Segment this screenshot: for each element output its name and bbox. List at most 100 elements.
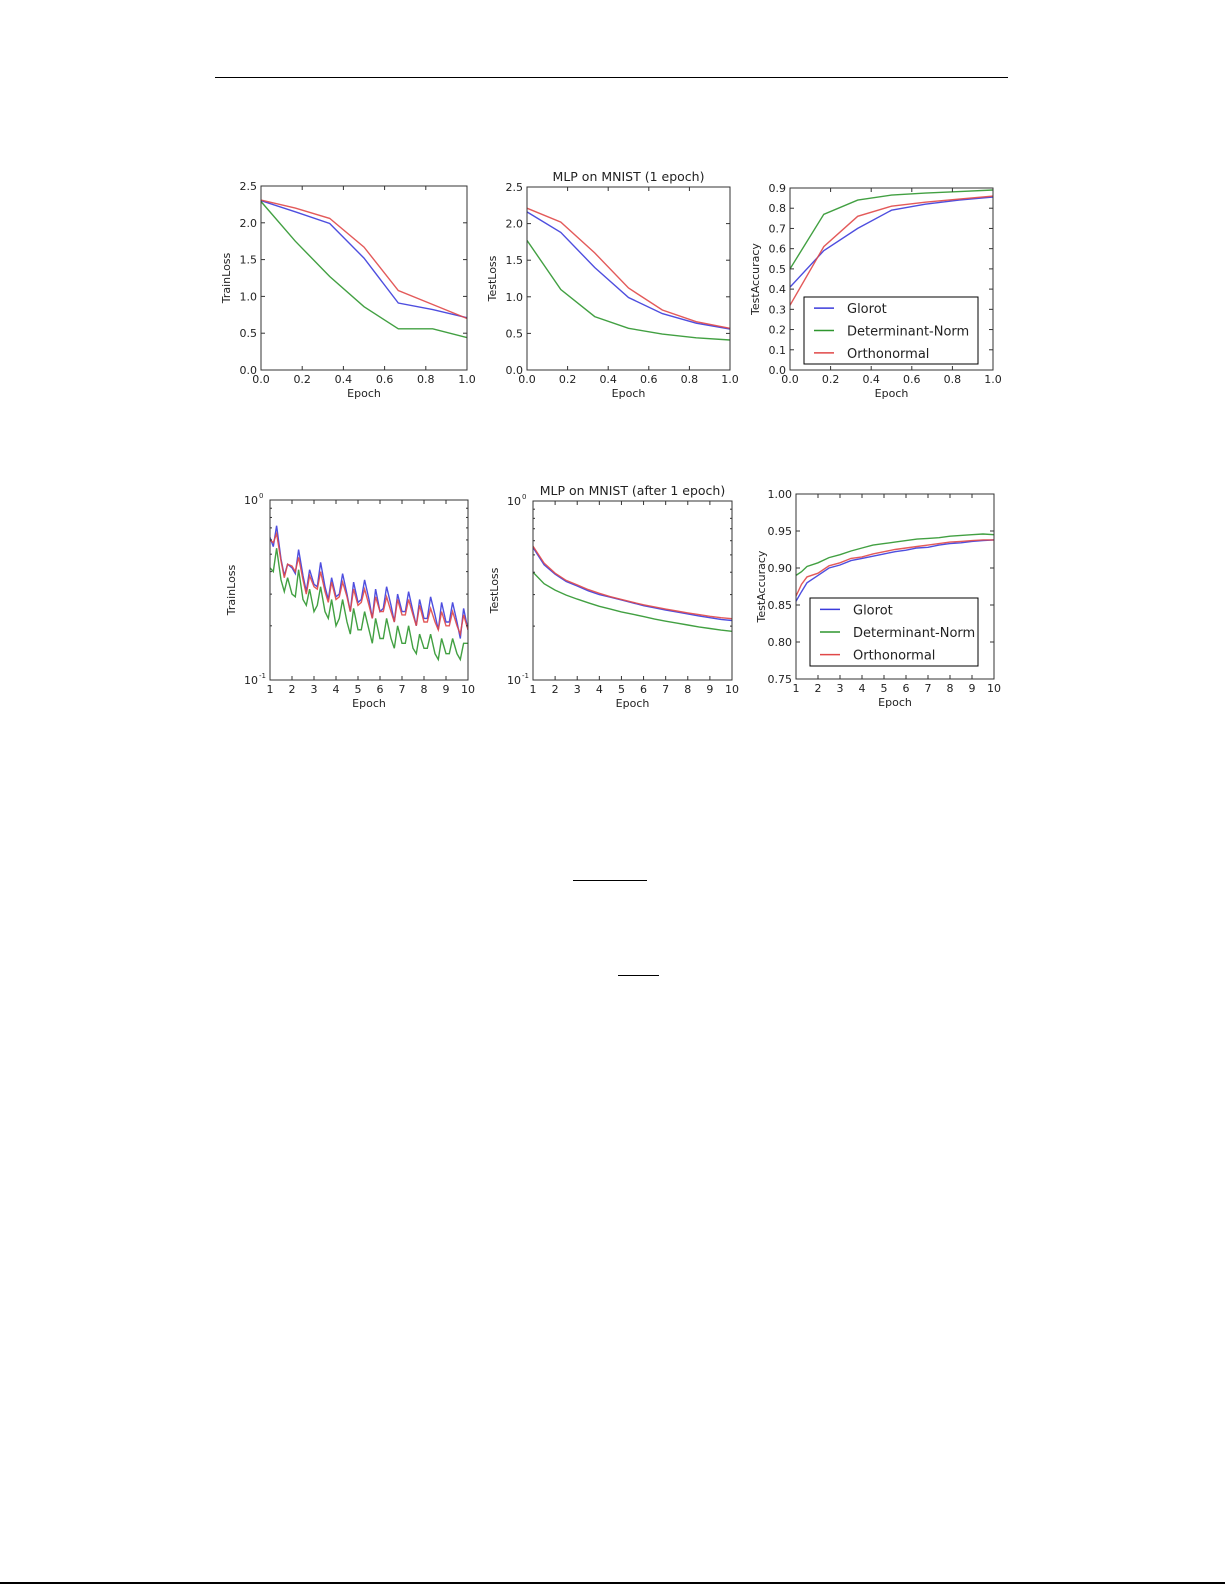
y-tick-label: 1.0 [240, 290, 258, 303]
x-tick-label: 0.4 [335, 373, 353, 386]
y-tick-label: 10 [244, 494, 258, 507]
legend-label: Orthonormal [853, 649, 935, 664]
chart-bottom-right: 1 2 3 4 5 6 7 8 9 10 0.75 0.80 0.85 0.90 0.95 1.00 Epoch… [755, 488, 1001, 709]
y-tick-label: 2.5 [240, 180, 258, 193]
x-tick-label: 0.6 [376, 373, 394, 386]
x-tick-label: 5 [881, 682, 888, 695]
series-orthonormal [790, 195, 993, 306]
chart-title: MLP on MNIST (1 epoch) [553, 169, 705, 184]
series-glorot [533, 547, 732, 622]
legend: Glorot Determinant-Norm Orthonormal [803, 296, 979, 365]
y-tick-label: 0.0 [506, 364, 524, 377]
plot-frame [260, 185, 468, 371]
y-tick-label: 0.0 [769, 364, 787, 377]
legend-label: Orthonormal [847, 347, 929, 362]
x-tick-label: 0.0 [252, 373, 270, 386]
x-tick-label: 9 [443, 683, 450, 696]
chart-top-middle: 0.0 0.2 0.4 0.6 0.8 1.0 0.0 0.5 1.0 1.5 2.0 2.5 Epoc… [486, 169, 739, 400]
y-tick-label: 0.6 [769, 243, 787, 256]
chart-title: MLP on MNIST (after 1 epoch) [540, 483, 725, 498]
legend-label: Determinant-Norm [853, 626, 975, 641]
series-orthonormal [261, 199, 467, 320]
series-determinant-norm [270, 548, 468, 662]
x-tick-label: 0.8 [417, 373, 435, 386]
y-tick-label: 2.0 [240, 217, 258, 230]
x-tick-label: 0.6 [903, 373, 921, 386]
y-tick-label: 0.9 [769, 182, 787, 195]
y-axis-label: TrainLoss [225, 564, 238, 616]
x-tick-label: 0.6 [640, 373, 658, 386]
series-orthonormal [270, 530, 468, 637]
x-tick-label: 5 [355, 683, 362, 696]
x-tick-label: 6 [377, 683, 384, 696]
x-tick-label: 8 [947, 682, 954, 695]
x-tick-label: 4 [859, 682, 866, 695]
series-determinant-norm [790, 189, 993, 270]
x-axis-label: Epoch [352, 697, 386, 710]
y-tick-label: 0.95 [768, 525, 793, 538]
series-glorot [796, 539, 994, 602]
x-tick-label: 10 [461, 683, 475, 696]
plot-frame [789, 187, 994, 371]
y-axis-label: TestAccuracy [749, 243, 762, 316]
y-tick-label: 1.0 [506, 291, 524, 304]
x-tick-label: 3 [574, 683, 581, 696]
legend-label: Glorot [853, 603, 893, 618]
y-tick-label: 0.1 [769, 344, 787, 357]
series-orthonormal [527, 207, 730, 329]
y-axis-label: TrainLoss [220, 252, 233, 304]
svg-text:-1: -1 [522, 672, 529, 680]
x-tick-label: 0.8 [681, 373, 699, 386]
series-orthonormal [796, 539, 994, 597]
x-tick-label: 10 [725, 683, 739, 696]
y-tick-label: 0.5 [506, 327, 524, 340]
series-determinant-norm [261, 201, 467, 339]
x-tick-label: 9 [706, 683, 713, 696]
y-axis-label: TestLoss [486, 255, 499, 302]
plot-frame [269, 499, 469, 681]
y-tick-label: 0.80 [768, 636, 793, 649]
x-axis-label: Epoch [616, 697, 650, 710]
series-determinant-norm [796, 533, 994, 576]
legend-label: Glorot [847, 302, 887, 317]
x-tick-label: 4 [596, 683, 603, 696]
x-tick-label: 6 [640, 683, 647, 696]
x-tick-label: 5 [618, 683, 625, 696]
y-tick-label: 2.5 [506, 181, 524, 194]
y-tick-label: 0.7 [769, 222, 787, 235]
series-glorot [527, 211, 730, 330]
x-tick-label: 1.0 [984, 373, 1002, 386]
x-tick-label: 3 [837, 682, 844, 695]
y-tick-label: 0.85 [768, 599, 793, 612]
page-footer-rule [0, 1582, 1225, 1584]
series-orthonormal [533, 545, 732, 620]
y-tick-label: 10 [244, 674, 258, 687]
x-tick-label: 1.0 [721, 373, 739, 386]
plot-frame [795, 493, 995, 680]
page-header-rule [215, 77, 1008, 78]
x-axis-label: Epoch [878, 696, 912, 709]
x-tick-label: 8 [421, 683, 428, 696]
y-tick-label: 0.0 [240, 364, 258, 377]
y-tick-label: 0.75 [768, 673, 793, 686]
y-tick-label: 0.5 [240, 327, 258, 340]
y-axis-label: TestLoss [488, 567, 501, 614]
series-glorot [261, 200, 467, 319]
y-tick-label: 0.4 [769, 283, 787, 296]
x-axis-label: Epoch [875, 387, 909, 400]
x-tick-label: 0.2 [559, 373, 577, 386]
x-tick-label: 9 [969, 682, 976, 695]
x-axis-label: Epoch [347, 387, 381, 400]
x-tick-label: 0.0 [781, 373, 799, 386]
y-tick-label: 10 [507, 674, 521, 687]
y-tick-label: 0.5 [769, 263, 787, 276]
y-tick-label: 0.90 [768, 562, 793, 575]
x-tick-label: 0.4 [862, 373, 880, 386]
x-tick-label: 0.0 [518, 373, 536, 386]
x-tick-label: 0.2 [822, 373, 840, 386]
equation-fraction-bar [573, 880, 647, 881]
series-determinant-norm [527, 240, 730, 341]
y-tick-label: 10 [507, 495, 521, 508]
